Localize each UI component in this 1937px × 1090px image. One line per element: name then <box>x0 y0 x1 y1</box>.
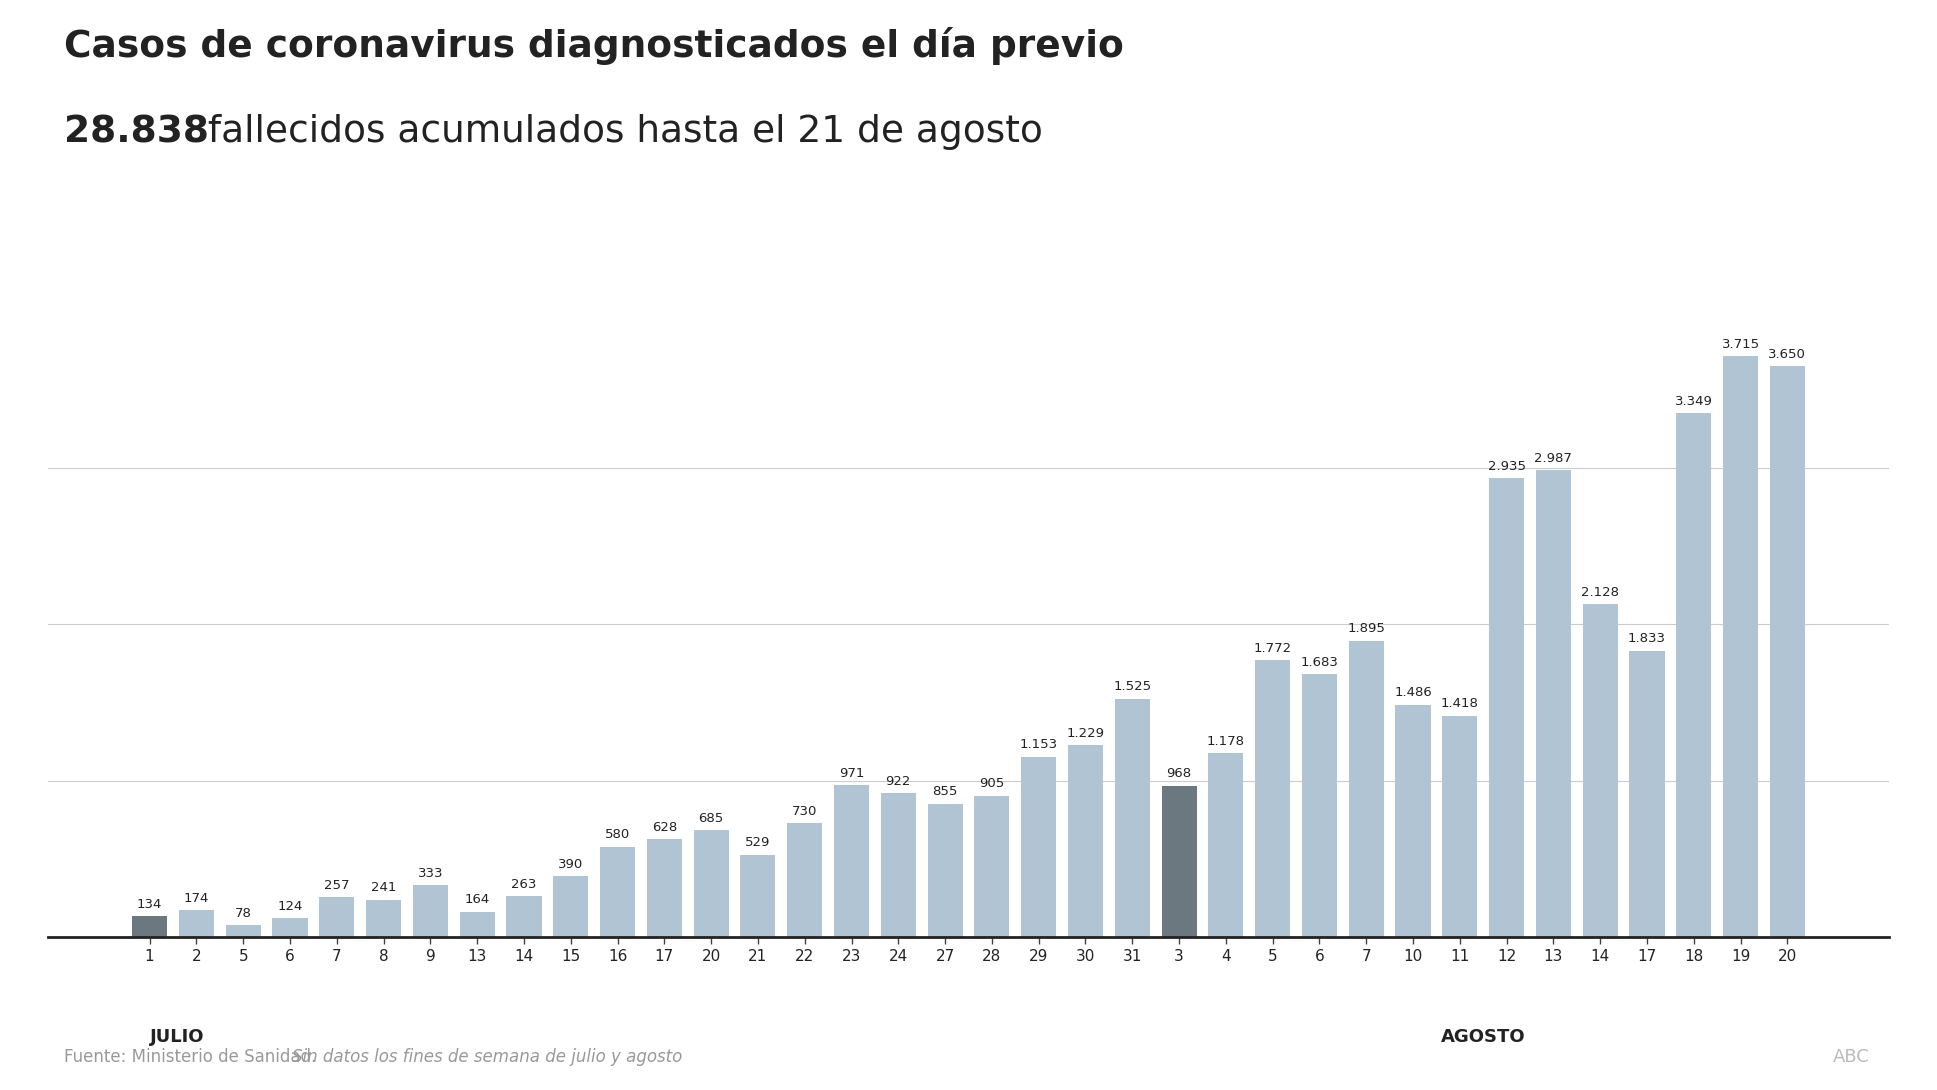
Text: 3.715: 3.715 <box>1722 338 1759 351</box>
Text: 174: 174 <box>184 892 209 905</box>
Text: 333: 333 <box>418 867 444 880</box>
Text: 968: 968 <box>1166 767 1191 780</box>
Bar <box>740 855 775 937</box>
Text: 2.987: 2.987 <box>1534 451 1573 464</box>
Bar <box>413 885 447 937</box>
Text: ABC: ABC <box>1832 1047 1869 1066</box>
Bar <box>835 786 870 937</box>
Bar <box>1067 746 1102 937</box>
Bar <box>506 896 542 937</box>
Bar <box>1302 674 1337 937</box>
Text: AGOSTO: AGOSTO <box>1441 1028 1526 1046</box>
Text: 2.935: 2.935 <box>1488 460 1526 473</box>
Text: 971: 971 <box>839 767 864 780</box>
Text: 1.486: 1.486 <box>1395 687 1431 700</box>
Text: 241: 241 <box>370 881 397 894</box>
Text: 1.895: 1.895 <box>1348 622 1385 635</box>
Text: 529: 529 <box>746 836 771 849</box>
Bar <box>132 917 167 937</box>
Bar <box>554 876 589 937</box>
Text: 1.772: 1.772 <box>1253 642 1292 655</box>
Bar <box>225 925 261 937</box>
Text: Sin datos los fines de semana de julio y agosto: Sin datos los fines de semana de julio y… <box>292 1047 682 1066</box>
Bar <box>974 796 1009 937</box>
Text: 263: 263 <box>511 877 537 891</box>
Text: 134: 134 <box>138 898 163 911</box>
Text: 28.838: 28.838 <box>64 114 209 150</box>
Bar <box>1443 715 1478 937</box>
Bar <box>366 899 401 937</box>
Text: 628: 628 <box>651 821 676 834</box>
Bar <box>1162 786 1197 937</box>
Bar <box>1770 366 1805 937</box>
Text: 1.525: 1.525 <box>1114 680 1151 693</box>
Text: 685: 685 <box>699 812 724 825</box>
Text: 1.178: 1.178 <box>1207 735 1245 748</box>
Bar <box>786 823 823 937</box>
Bar <box>1255 661 1290 937</box>
Text: 257: 257 <box>323 879 349 892</box>
Text: 730: 730 <box>792 804 817 818</box>
Bar <box>459 911 494 937</box>
Bar <box>1021 756 1056 937</box>
Text: 1.229: 1.229 <box>1067 727 1104 740</box>
Bar <box>1395 705 1431 937</box>
Text: 1.833: 1.833 <box>1627 632 1666 645</box>
Bar <box>1629 651 1664 937</box>
Text: 922: 922 <box>885 775 910 788</box>
Text: 1.683: 1.683 <box>1300 655 1338 668</box>
Text: JULIO: JULIO <box>149 1028 203 1046</box>
Bar <box>600 847 635 937</box>
Bar <box>1209 753 1244 937</box>
Bar <box>320 897 354 937</box>
Text: 1.153: 1.153 <box>1019 739 1058 751</box>
Text: 2.128: 2.128 <box>1581 586 1619 598</box>
Bar <box>1724 356 1759 937</box>
Text: 905: 905 <box>980 777 1005 790</box>
Bar <box>647 839 682 937</box>
Text: fallecidos acumulados hasta el 21 de agosto: fallecidos acumulados hasta el 21 de ago… <box>196 114 1042 150</box>
Text: 78: 78 <box>234 907 252 920</box>
Bar <box>1114 699 1151 937</box>
Bar <box>1583 604 1617 937</box>
Bar <box>178 910 213 937</box>
Bar <box>273 918 308 937</box>
Bar <box>928 803 963 937</box>
Text: 855: 855 <box>932 785 957 798</box>
Bar <box>881 794 916 937</box>
Text: 390: 390 <box>558 858 583 871</box>
Bar <box>1490 479 1524 937</box>
Bar <box>693 831 728 937</box>
Text: 3.650: 3.650 <box>1768 348 1807 361</box>
Text: 3.349: 3.349 <box>1676 395 1712 408</box>
Text: 580: 580 <box>604 828 630 841</box>
Text: Fuente: Ministerio de Sanidad.: Fuente: Ministerio de Sanidad. <box>64 1047 322 1066</box>
Text: 164: 164 <box>465 894 490 906</box>
Bar <box>1676 413 1712 937</box>
Bar <box>1536 470 1571 937</box>
Bar <box>1348 641 1383 937</box>
Text: 124: 124 <box>277 899 302 912</box>
Text: 1.418: 1.418 <box>1441 697 1478 710</box>
Text: Casos de coronavirus diagnosticados el día previo: Casos de coronavirus diagnosticados el d… <box>64 27 1123 65</box>
